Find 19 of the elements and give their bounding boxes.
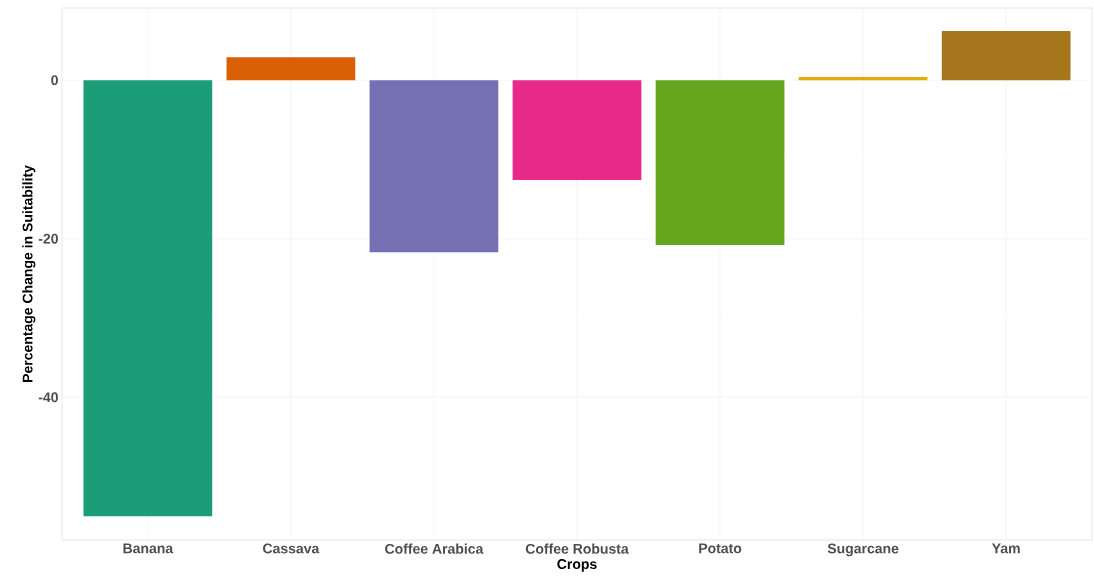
bar xyxy=(512,80,642,181)
bar xyxy=(941,30,1071,81)
y-axis-title: Percentage Change in Suitability xyxy=(22,165,36,382)
bar xyxy=(369,80,499,253)
y-tick-label: -20 xyxy=(38,233,58,244)
y-tick-label: 0 xyxy=(51,75,58,86)
x-tick-label: Cassava xyxy=(263,543,320,554)
bar xyxy=(83,80,213,517)
bar xyxy=(226,57,356,81)
x-tick-label: Sugarcane xyxy=(827,543,899,557)
bar xyxy=(798,76,928,81)
x-tick-label: Banana xyxy=(123,543,174,554)
x-tick-label: Coffee Arabica xyxy=(385,543,484,554)
y-tick-label: -40 xyxy=(38,392,58,403)
x-tick-label: Yam xyxy=(991,543,1020,554)
bar xyxy=(655,80,785,246)
x-tick-label: Coffee Robusta xyxy=(525,543,629,554)
x-tick-label: Potato xyxy=(699,543,742,554)
x-axis-title: Crops xyxy=(557,559,597,572)
